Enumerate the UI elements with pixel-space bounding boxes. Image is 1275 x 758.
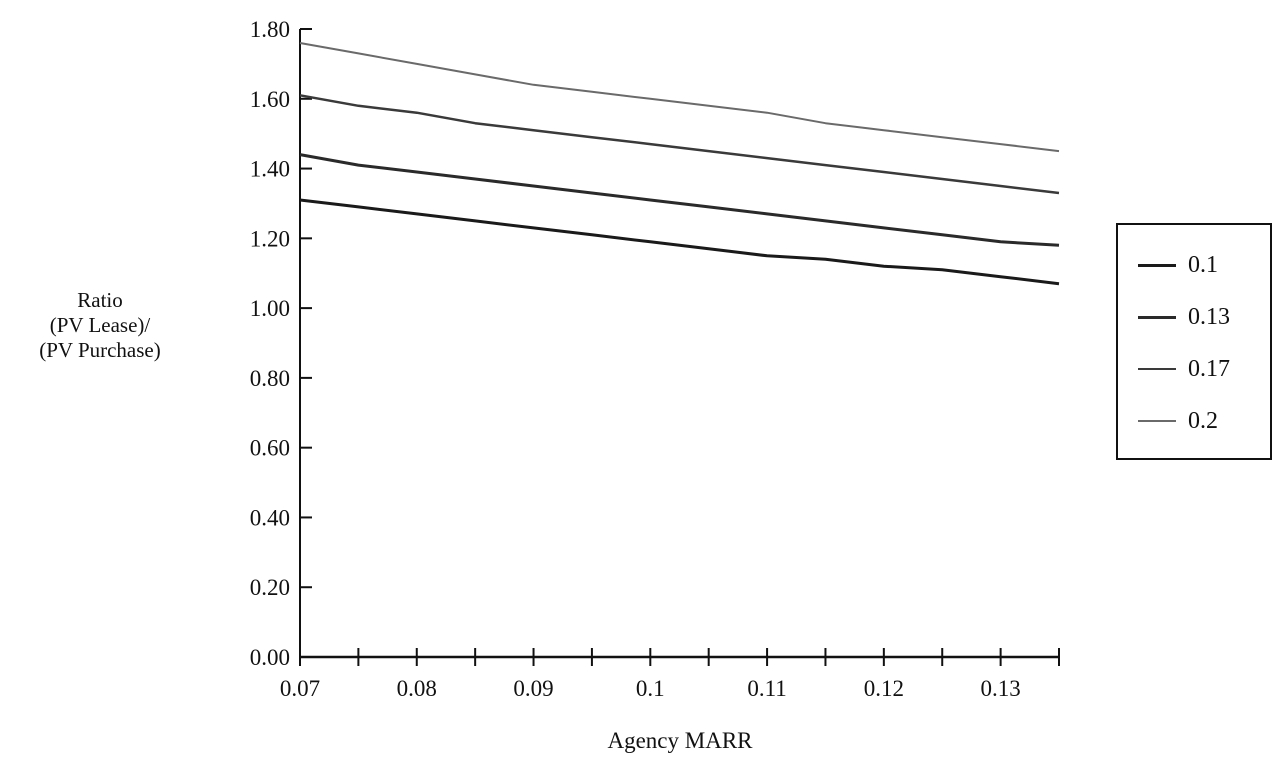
y-tick-label: 1.80 xyxy=(250,17,290,42)
legend-label: 0.13 xyxy=(1188,304,1230,330)
x-tick-label: 0.13 xyxy=(980,676,1020,701)
y-axis-label-line-1: Ratio xyxy=(77,288,123,312)
series-line-0.2 xyxy=(299,42,1060,153)
legend-label: 0.1 xyxy=(1188,252,1218,278)
y-tick-label: 1.20 xyxy=(250,226,290,251)
y-tick-label: 0.60 xyxy=(250,436,290,461)
legend-swatch xyxy=(1138,316,1176,319)
y-tick-label: 1.60 xyxy=(250,87,290,112)
x-tick-label: 0.08 xyxy=(397,676,437,701)
y-tick-label: 0.80 xyxy=(250,366,290,391)
legend-item-0.13: 0.13 xyxy=(1138,297,1268,337)
legend-swatch xyxy=(1138,420,1176,422)
x-tick-label: 0.1 xyxy=(636,676,665,701)
y-tick-label: 0.00 xyxy=(250,645,290,670)
x-tick-label: 0.12 xyxy=(864,676,904,701)
legend-item-0.17: 0.17 xyxy=(1138,349,1268,389)
series-lines xyxy=(299,42,1060,286)
x-tick-label: 0.07 xyxy=(280,676,320,701)
y-axis-label-line-2: (PV Lease)/ xyxy=(49,313,151,337)
x-tick-label: 0.09 xyxy=(513,676,553,701)
y-tick-label: 0.20 xyxy=(250,575,290,600)
legend-swatch xyxy=(1138,264,1176,267)
series-line-0.13 xyxy=(299,153,1060,247)
x-axis-label: Agency MARR xyxy=(607,728,753,753)
series-line-0.1 xyxy=(299,198,1060,286)
legend-item-0.1: 0.1 xyxy=(1138,245,1268,285)
legend-label: 0.17 xyxy=(1188,356,1230,382)
y-tick-label: 1.00 xyxy=(250,296,290,321)
y-axis-label-line-3: (PV Purchase) xyxy=(39,338,161,362)
legend-label: 0.2 xyxy=(1188,408,1218,434)
legend: 0.1 0.13 0.17 0.2 xyxy=(1116,223,1272,460)
legend-item-0.2: 0.2 xyxy=(1138,401,1268,441)
series-line-0.17 xyxy=(299,94,1060,195)
x-tick-label: 0.11 xyxy=(747,676,786,701)
y-tick-label: 1.40 xyxy=(250,157,290,182)
legend-swatch xyxy=(1138,368,1176,370)
y-axis-ticks: 0.00 0.20 0.40 0.60 0.80 1.00 1.20 1.40 1.60 1.80 xyxy=(250,17,312,670)
y-axis-label: Ratio (PV Lease)/ (PV Purchase) xyxy=(0,288,200,363)
y-tick-label: 0.40 xyxy=(250,505,290,530)
